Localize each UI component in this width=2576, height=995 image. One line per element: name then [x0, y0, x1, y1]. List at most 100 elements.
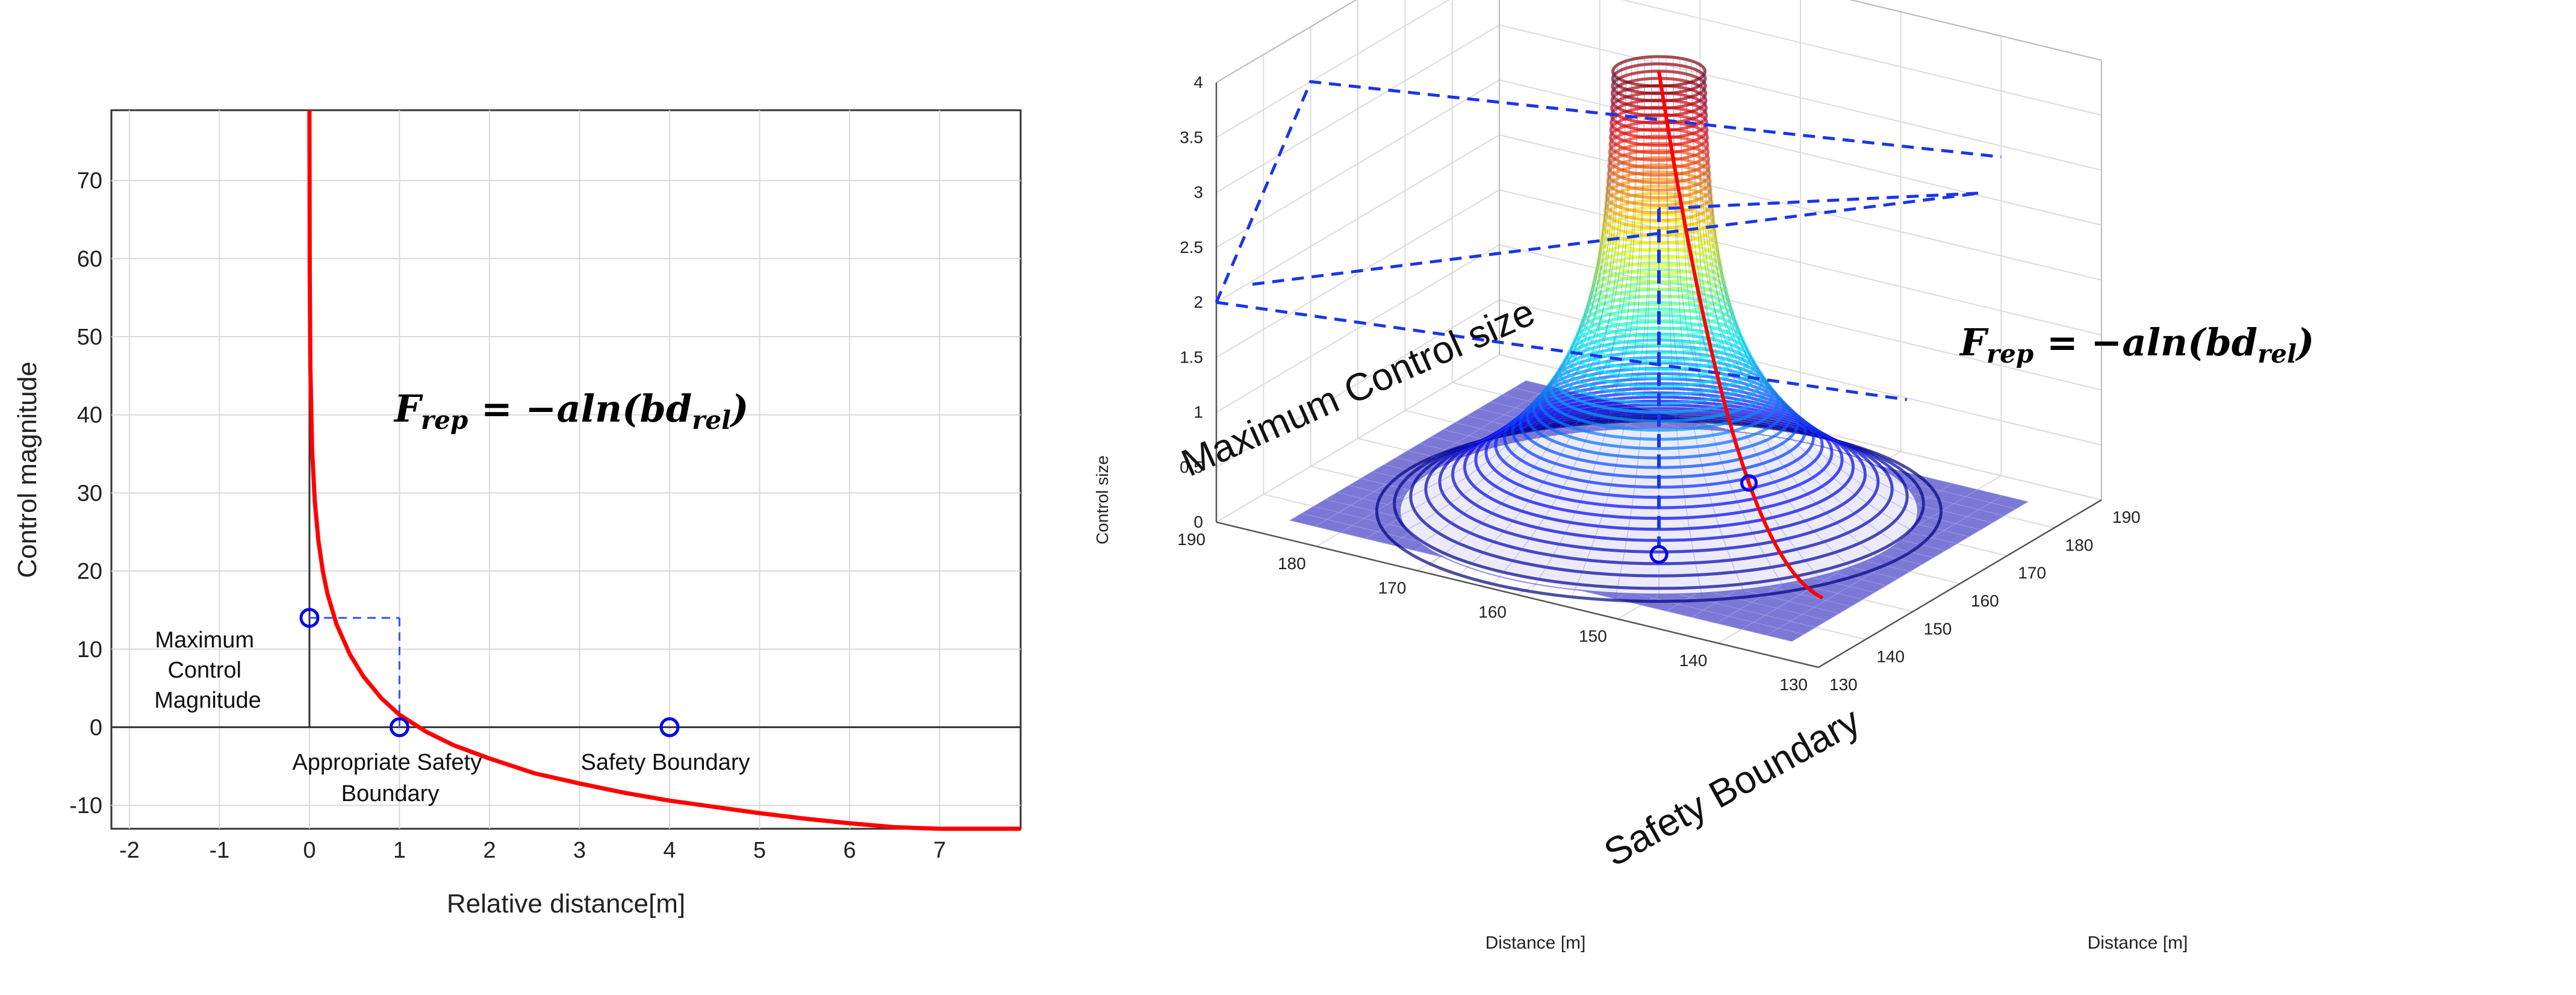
z-tick-label: 1.5 [1180, 348, 1203, 366]
surface-mesh-wire [1702, 76, 1927, 540]
safety-boundary-marker [1740, 474, 1758, 492]
surface-mesh-wire [1696, 80, 1888, 565]
marker-point [659, 717, 680, 737]
max-control-plane-edges [1215, 80, 2002, 401]
x-tick-label: 7 [933, 838, 946, 863]
y-tick-label: 50 [77, 325, 102, 350]
surface-mesh-wire [1614, 86, 1652, 600]
surface-mesh-wire [1704, 73, 1938, 526]
surface-mesh-wire [1430, 63, 1622, 458]
surface-mesh-wire [1377, 71, 1613, 512]
surface-mesh-wire [1493, 59, 1632, 438]
max-control-plane [1215, 80, 2002, 547]
surface-ring [1594, 248, 1723, 291]
surface-mesh-wire [1702, 66, 1927, 484]
x-tick-label: 1 [393, 838, 406, 863]
surface-mesh-wire [1459, 61, 1627, 448]
z-tick-label: 3.5 [1180, 128, 1203, 146]
y-tick-label-3d: 170 [1378, 578, 1407, 597]
surface-ring [1611, 69, 1707, 103]
y-axis-label-3d: Distance [m] [2088, 933, 2188, 953]
surface-mesh-wire [1380, 69, 1614, 498]
surface-mesh-wire [1696, 63, 1888, 458]
surface-mesh-wire [1390, 76, 1616, 540]
surface-mesh-wire [1614, 57, 1652, 422]
surface-mesh-wire [1685, 59, 1825, 438]
surface-mesh-wire [1407, 78, 1619, 553]
x-tick-label-3d: 140 [1876, 647, 1905, 666]
surface-mesh-wire [1380, 73, 1614, 526]
floor-mesh-line [1290, 380, 1526, 521]
x-tick-label: 0 [303, 838, 316, 863]
marker-point [389, 717, 409, 737]
x-tick-label: -1 [210, 838, 230, 863]
axis-edge [1849, 0, 2102, 61]
x-tick-label-3d: 150 [1924, 619, 1952, 638]
surface-ring [1603, 192, 1715, 229]
y-tick-label: 30 [77, 481, 102, 506]
y-tick-label: 10 [77, 637, 102, 663]
x-tick-label-3d: 160 [1971, 591, 1999, 610]
z-tick-label: 0.5 [1180, 458, 1203, 476]
surface-mesh-wire [1666, 86, 1703, 600]
max-control-guide [309, 617, 400, 728]
y-tick-label-3d: 180 [1278, 554, 1306, 573]
x-tick-label: 4 [663, 838, 676, 863]
right-equation: Frep = −aln(bdrel) [1959, 320, 2314, 369]
x-tick-labels: 130 140 150 160 170 180 190 [1829, 508, 2141, 694]
y-tick-label-3d: 190 [1177, 530, 1206, 549]
x-tick-label-3d: 190 [2112, 508, 2141, 526]
x-tick-label: 2 [483, 838, 496, 863]
surface-mesh-wire [1679, 58, 1787, 431]
right-chart: 00.511.522.533.54 130140150160170180190 … [1093, 0, 2314, 953]
3d-force-curve [1657, 71, 1824, 600]
surface-mesh-wire [1679, 84, 1788, 592]
y-tick-label-3d: 160 [1478, 603, 1507, 622]
surface-ring [1607, 142, 1711, 177]
x-tick-label: 6 [843, 838, 856, 863]
surface-mesh-wire [1531, 58, 1638, 431]
surface-mesh-wire [1530, 84, 1638, 592]
z-tick-label: 2 [1193, 293, 1203, 311]
surface-mesh-wire [1459, 81, 1627, 575]
y-tick-label-3d: 130 [1779, 675, 1808, 694]
z-tick-label: 3 [1193, 183, 1203, 202]
surface-mesh-wire [1407, 64, 1619, 470]
x-tick-label-3d: 170 [2018, 564, 2046, 582]
peak-base-marker [1649, 545, 1669, 564]
max-control-label: Maximum Control Magnitude [154, 628, 261, 713]
surface-ring [1611, 55, 1707, 88]
left-plot-area [110, 109, 1022, 830]
left-markers [299, 608, 680, 737]
y-tick-label-3d: 140 [1679, 651, 1708, 670]
x-tick-label: 3 [573, 838, 586, 863]
max-control-plane-inner [1252, 192, 1980, 286]
z-tick-labels: 0 0.5 1 1.5 2 2.5 3 3.5 4 [1180, 73, 1203, 531]
x-tick-label: -2 [119, 838, 140, 863]
surface-ring [1607, 149, 1711, 184]
surface-mesh-wire [1691, 81, 1859, 575]
surface-mesh-wire [1685, 83, 1825, 585]
surface-ring [1605, 170, 1713, 207]
3d-markers [1649, 474, 1758, 564]
surface-mesh-wire [1691, 61, 1859, 448]
surface-mesh-wire [1493, 83, 1632, 585]
y-tick-labels: 130 140 150 160 170 180 190 [1177, 530, 1808, 694]
surface-mesh-wire [1571, 57, 1645, 426]
z-tick-label: 1 [1193, 403, 1203, 422]
left-equation: Frep = −aln(bdrel) [393, 387, 748, 435]
y-tick-label: 60 [77, 246, 102, 272]
surface-mesh-wire [1430, 80, 1622, 565]
axis-edge [1216, 521, 1819, 669]
surface-ring [1611, 62, 1707, 95]
surface-mesh-wire [1673, 57, 1747, 426]
z-axis-label: Control size [1093, 455, 1112, 544]
surface-mesh-wire [1704, 69, 1938, 498]
safety-boundary-label-2d: Safety Boundary [581, 750, 750, 775]
z-tick-label: 2.5 [1180, 238, 1203, 257]
y-tick-label: 70 [77, 169, 102, 194]
z-tick-label: 0 [1193, 513, 1203, 531]
